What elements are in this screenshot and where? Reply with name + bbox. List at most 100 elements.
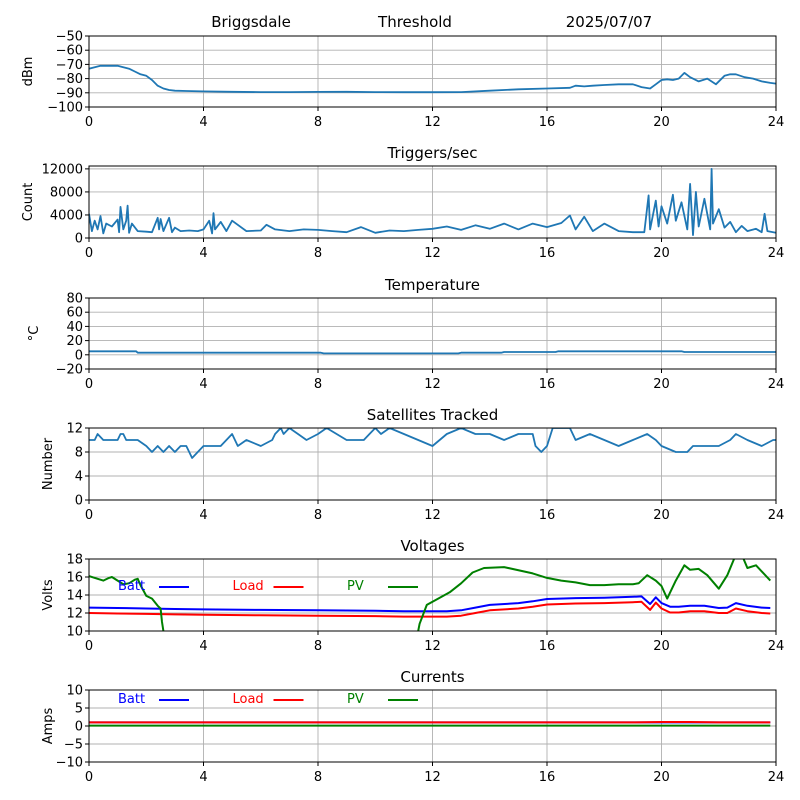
x-tick-label: 24 bbox=[768, 246, 785, 261]
panel-satellites: 0 4 8 12 16 20 24 0 4 8 12 Number Satellites Tracked bbox=[41, 406, 784, 523]
y-tick-label: 4000 bbox=[50, 208, 83, 223]
y-axis-label: °C bbox=[27, 326, 42, 342]
y-tick-label: 12000 bbox=[42, 162, 83, 177]
y-axis-label: Volts bbox=[41, 579, 56, 611]
y-tick-label: 10 bbox=[66, 684, 83, 699]
x-tick-label: 4 bbox=[199, 770, 207, 785]
x-tick-label: 0 bbox=[85, 508, 93, 523]
y-tick-label: −50 bbox=[56, 30, 83, 45]
y-tick-label: 10 bbox=[66, 625, 83, 640]
panel-title: Currents bbox=[400, 668, 464, 686]
header-date: 2025/07/07 bbox=[566, 13, 652, 31]
x-tick-label: 24 bbox=[768, 770, 785, 785]
y-tick-label: 60 bbox=[66, 306, 83, 321]
x-tick-label: 0 bbox=[85, 115, 93, 130]
x-tick-label: 4 bbox=[199, 639, 207, 654]
y-tick-label: 16 bbox=[66, 571, 83, 586]
x-tick-label: 12 bbox=[424, 115, 441, 130]
x-tick-label: 12 bbox=[424, 770, 441, 785]
x-tick-label: 16 bbox=[539, 770, 556, 785]
x-tick-label: 4 bbox=[199, 246, 207, 261]
y-axis-label: dBm bbox=[21, 57, 36, 87]
x-tick-label: 4 bbox=[199, 508, 207, 523]
series-line-load bbox=[89, 600, 771, 618]
series-line-threshold bbox=[89, 64, 776, 94]
x-tick-label: 24 bbox=[768, 377, 785, 392]
x-tick-label: 20 bbox=[653, 377, 670, 392]
x-tick-label: 24 bbox=[768, 508, 785, 523]
y-tick-label: 12 bbox=[66, 422, 83, 437]
x-tick-label: 16 bbox=[539, 639, 556, 654]
y-tick-label: 0 bbox=[75, 494, 83, 509]
series-group bbox=[89, 721, 771, 727]
x-tick-label: 20 bbox=[653, 508, 670, 523]
series-group bbox=[89, 350, 776, 355]
y-tick-label: 14 bbox=[66, 589, 83, 604]
legend-label-batt: Batt bbox=[118, 579, 145, 594]
x-tick-label: 8 bbox=[314, 246, 322, 261]
panel-title: Temperature bbox=[384, 276, 480, 294]
series-line-satellites bbox=[89, 428, 776, 459]
y-tick-label: 0 bbox=[75, 348, 83, 363]
y-tick-label: 0 bbox=[75, 720, 83, 735]
y-tick-label: 8 bbox=[75, 446, 83, 461]
x-tick-label: 24 bbox=[768, 115, 785, 130]
y-tick-label: −100 bbox=[47, 101, 83, 116]
x-tick-label: 16 bbox=[539, 377, 556, 392]
y-tick-label: 40 bbox=[66, 320, 83, 335]
series-group bbox=[89, 559, 772, 631]
y-tick-label: −20 bbox=[56, 363, 83, 378]
y-tick-label: −60 bbox=[56, 44, 83, 59]
x-tick-label: 8 bbox=[314, 508, 322, 523]
panel-currents: 0 4 8 12 16 20 24 −10 −5 0 5 10 Amps Currents Batt Load… bbox=[41, 668, 784, 785]
series-group bbox=[89, 168, 776, 236]
y-tick-label: 4 bbox=[75, 470, 83, 485]
series-group bbox=[89, 64, 776, 94]
legend-label-pv: PV bbox=[347, 579, 364, 594]
y-tick-label: −80 bbox=[56, 72, 83, 87]
panel-voltages: 0 4 8 12 16 20 24 10 12 14 16 18 Volts Voltages Batt Lo… bbox=[41, 537, 784, 654]
x-tick-label: 20 bbox=[653, 770, 670, 785]
y-tick-label: 8000 bbox=[50, 185, 83, 200]
y-axis-label: Count bbox=[21, 183, 36, 222]
series-line-pv bbox=[89, 559, 772, 631]
y-tick-label: −5 bbox=[64, 738, 83, 753]
x-tick-label: 20 bbox=[653, 639, 670, 654]
x-tick-label: 20 bbox=[653, 246, 670, 261]
y-tick-label: −90 bbox=[56, 86, 83, 101]
header-station: Briggsdale bbox=[211, 13, 291, 31]
x-tick-label: 24 bbox=[768, 639, 785, 654]
x-tick-label: 4 bbox=[199, 115, 207, 130]
y-axis-label: Amps bbox=[41, 707, 56, 744]
x-tick-label: 8 bbox=[314, 115, 322, 130]
x-tick-label: 0 bbox=[85, 246, 93, 261]
series-group bbox=[89, 428, 776, 459]
x-tick-label: 0 bbox=[85, 770, 93, 785]
y-tick-label: 12 bbox=[66, 607, 83, 622]
series-line-temperature bbox=[89, 350, 776, 355]
x-tick-label: 0 bbox=[85, 377, 93, 392]
x-tick-label: 12 bbox=[424, 246, 441, 261]
y-tick-label: 80 bbox=[66, 292, 83, 307]
x-tick-label: 4 bbox=[199, 377, 207, 392]
panel-triggers: 0 4 8 12 16 20 24 0 4000 8000 12000 Count Triggers/s… bbox=[21, 144, 784, 261]
panel-title: Voltages bbox=[400, 537, 464, 555]
series-line-batt bbox=[89, 595, 771, 613]
panel-title: Satellites Tracked bbox=[367, 406, 498, 424]
y-tick-label: 0 bbox=[75, 232, 83, 247]
x-tick-label: 8 bbox=[314, 639, 322, 654]
y-tick-label: −10 bbox=[56, 756, 83, 771]
x-tick-label: 12 bbox=[424, 377, 441, 392]
x-tick-label: 12 bbox=[424, 508, 441, 523]
x-tick-label: 16 bbox=[539, 508, 556, 523]
x-tick-label: 20 bbox=[653, 115, 670, 130]
legend-label-batt: Batt bbox=[118, 692, 145, 707]
x-tick-label: 12 bbox=[424, 639, 441, 654]
legend-label-load: Load bbox=[233, 692, 264, 707]
series-line-triggers bbox=[89, 168, 776, 236]
y-axis-label: Number bbox=[41, 437, 56, 490]
y-tick-label: 5 bbox=[75, 702, 83, 717]
y-tick-label: 18 bbox=[66, 553, 83, 568]
